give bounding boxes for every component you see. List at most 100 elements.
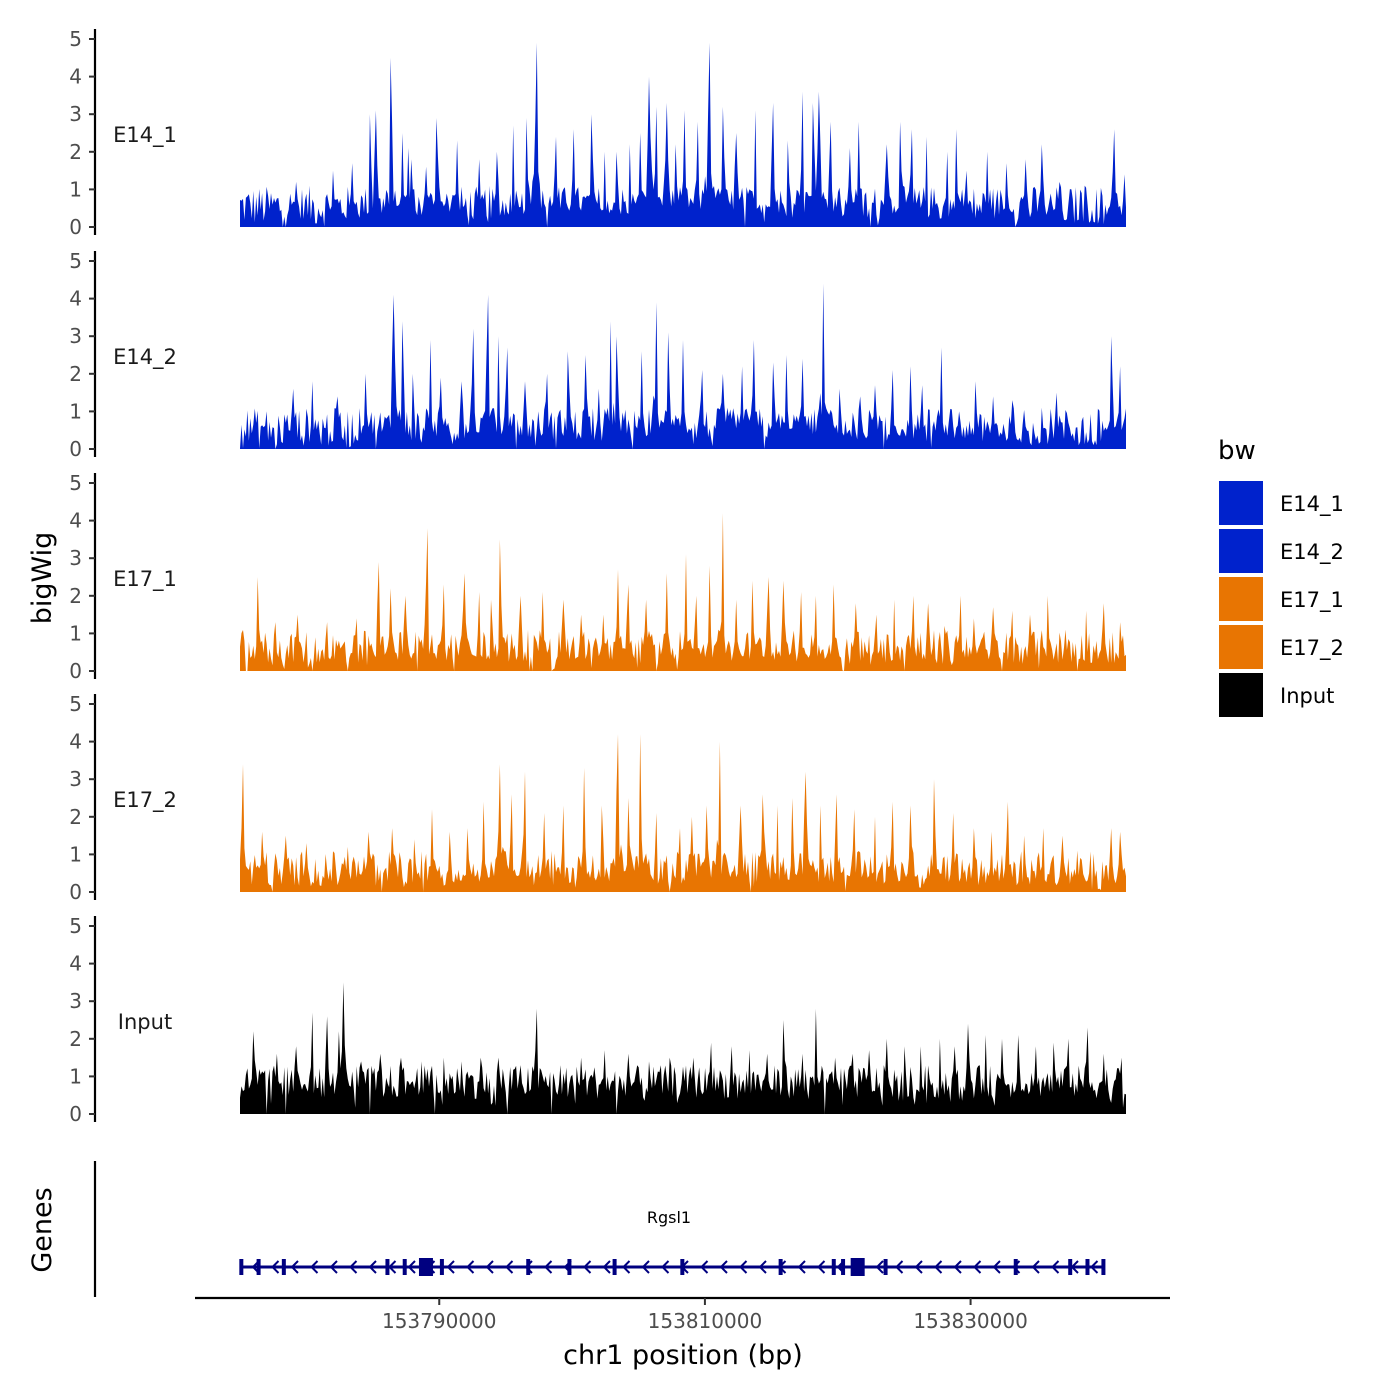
- strand-arrow: [466, 1260, 475, 1274]
- y-tick-label: 0: [69, 880, 82, 904]
- y-tick-label: 3: [69, 546, 82, 570]
- strand-arrow: [602, 1260, 611, 1274]
- track-label-e17-1: E17_1: [113, 567, 177, 592]
- gene-exon: [567, 1259, 572, 1275]
- panel-e14-2: 0 1 2 3 4 5 E14_2: [69, 249, 1126, 461]
- signal-area-input: [240, 982, 1126, 1114]
- strand-arrow: [817, 1260, 826, 1274]
- strand-arrow: [1031, 1260, 1040, 1274]
- gene-exon: [612, 1259, 617, 1275]
- legend-key: [1219, 577, 1263, 621]
- legend-label: E14_1: [1280, 492, 1344, 517]
- gene-exon: [256, 1259, 261, 1275]
- gene-label: Rgsl1: [647, 1208, 691, 1227]
- strand-arrow: [271, 1260, 280, 1274]
- gene-exon: [239, 1259, 244, 1275]
- gene-exon: [831, 1259, 836, 1275]
- y-tick-label: 4: [69, 65, 82, 89]
- y-tick-label: 2: [69, 805, 82, 829]
- gene-exon: [841, 1259, 846, 1275]
- y-tick-label: 5: [69, 249, 82, 273]
- strand-arrow: [290, 1260, 299, 1274]
- gene-exon: [402, 1259, 407, 1275]
- strand-arrow: [349, 1260, 358, 1274]
- strand-arrow: [700, 1260, 709, 1274]
- panel-e17-1: 0 1 2 3 4 5 E17_1: [69, 471, 1126, 683]
- track-label-input: Input: [118, 1010, 172, 1034]
- legend-label: Input: [1280, 684, 1334, 708]
- strand-arrow: [368, 1260, 377, 1274]
- legend-label: E17_1: [1280, 588, 1344, 613]
- y-tick-label: 2: [69, 362, 82, 386]
- strand-arrow: [544, 1260, 553, 1274]
- panel-input: 0 1 2 3 4 5 Input: [69, 914, 1126, 1126]
- y-tick-label: 0: [69, 1102, 82, 1126]
- y-tick-label: 1: [69, 177, 82, 201]
- legend-title: bw: [1218, 436, 1256, 466]
- legend-key: [1219, 529, 1263, 573]
- strand-arrow: [1051, 1260, 1060, 1274]
- track-label-e14-1: E14_1: [113, 123, 177, 148]
- strand-arrow: [739, 1260, 748, 1274]
- gene-exon: [1013, 1259, 1018, 1275]
- gene-exon: [526, 1259, 531, 1275]
- legend-label: E17_2: [1280, 636, 1344, 661]
- gene-exon: [385, 1259, 390, 1275]
- x-tick-label: 153830000: [913, 1309, 1028, 1333]
- gene-exon: [778, 1259, 783, 1275]
- strand-arrow: [719, 1260, 728, 1274]
- x-tick-label: 153810000: [648, 1309, 763, 1333]
- y-tick-label: 4: [69, 730, 82, 754]
- y-tick-label: 5: [69, 471, 82, 495]
- strand-arrow: [914, 1260, 923, 1274]
- strand-arrow: [446, 1260, 455, 1274]
- genes-axis-title: Genes: [27, 1187, 58, 1272]
- gene-exon: [439, 1259, 444, 1275]
- track-label-e17-2: E17_2: [113, 788, 177, 813]
- strand-arrow: [895, 1260, 904, 1274]
- y-tick-label: 1: [69, 621, 82, 645]
- strand-arrow: [583, 1260, 592, 1274]
- y-tick-label: 1: [69, 842, 82, 866]
- y-tick-label: 4: [69, 952, 82, 976]
- gene-thick-block: [850, 1258, 865, 1276]
- legend-key: [1219, 481, 1263, 525]
- strand-arrow: [310, 1260, 319, 1274]
- y-tick-label: 1: [69, 1064, 82, 1088]
- y-axis-title: bigWig: [27, 532, 58, 625]
- signal-area-e17-1: [240, 513, 1126, 671]
- y-tick-label: 3: [69, 102, 82, 126]
- gene-thick-block: [418, 1258, 433, 1276]
- genes-panel: Rgsl1: [93, 1161, 1106, 1297]
- strand-arrow: [407, 1260, 416, 1274]
- track-label-e14-2: E14_2: [113, 345, 177, 370]
- y-tick-label: 5: [69, 914, 82, 938]
- y-tick-label: 2: [69, 1027, 82, 1051]
- strand-arrow: [953, 1260, 962, 1274]
- legend: bw E14_1 E14_2 E17_1 E17_2 Input: [1218, 436, 1344, 717]
- strand-arrow: [875, 1260, 884, 1274]
- x-tick-label: 153790000: [382, 1309, 497, 1333]
- y-tick-label: 4: [69, 287, 82, 311]
- strand-arrow: [992, 1260, 1001, 1274]
- x-axis-title: chr1 position (bp): [563, 1340, 803, 1371]
- strand-arrow: [329, 1260, 338, 1274]
- strand-arrow: [934, 1260, 943, 1274]
- y-tick-label: 0: [69, 659, 82, 683]
- strand-arrow: [797, 1260, 806, 1274]
- y-tick-label: 2: [69, 140, 82, 164]
- y-tick-label: 0: [69, 437, 82, 461]
- panel-e17-2: 0 1 2 3 4 5 E17_2: [69, 692, 1126, 904]
- strand-arrow: [661, 1260, 670, 1274]
- y-tick-label: 2: [69, 584, 82, 608]
- y-tick-label: 1: [69, 399, 82, 423]
- x-axis: 153790000 153810000 153830000: [195, 1296, 1170, 1333]
- strand-arrow: [758, 1260, 767, 1274]
- signal-area-e14-2: [240, 283, 1126, 449]
- strand-arrow: [973, 1260, 982, 1274]
- panel-e14-1: 0 1 2 3 4 5 E14_1: [69, 27, 1126, 239]
- gene-exon: [1101, 1259, 1106, 1275]
- strand-arrow: [641, 1260, 650, 1274]
- legend-key: [1219, 625, 1263, 669]
